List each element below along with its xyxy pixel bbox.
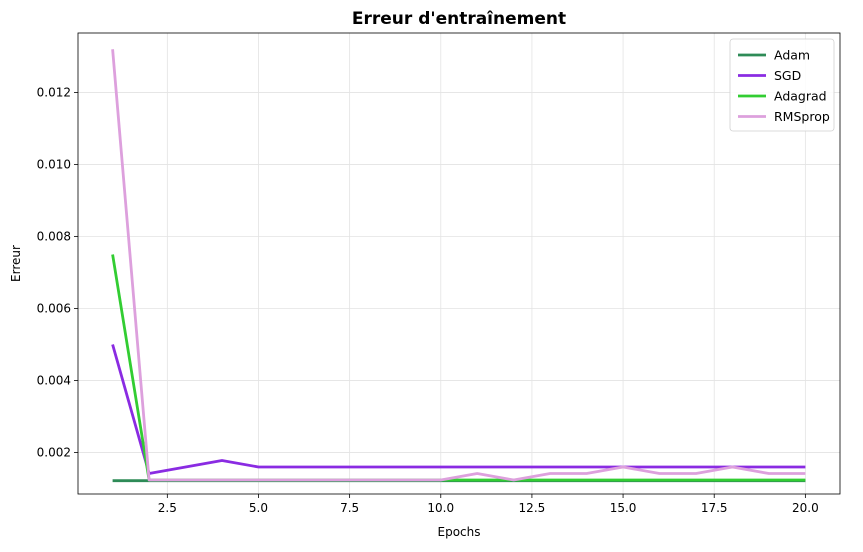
legend-label-rmsprop: RMSprop	[774, 109, 830, 124]
legend-label-adagrad: Adagrad	[774, 89, 827, 104]
x-tick-label: 15.0	[610, 501, 637, 515]
x-tick-label: 12.5	[519, 501, 546, 515]
x-tick-label: 20.0	[792, 501, 819, 515]
y-tick-label: 0.002	[37, 446, 71, 460]
y-tick-label: 0.004	[37, 374, 71, 388]
y-tick-label: 0.012	[37, 85, 71, 99]
series-line-sgd	[111, 344, 806, 475]
y-tick-label: 0.010	[37, 157, 71, 171]
x-tick-label: 5.0	[249, 501, 268, 515]
legend: Adam SGD Adagrad RMSprop	[729, 38, 835, 132]
x-tick-label: 7.5	[340, 501, 359, 515]
plot-frame	[77, 32, 841, 495]
ticks: 2.5 5.0 7.5 10.0 12.5 15.0 17.5 20.0 0.002 0.004 0…	[37, 85, 819, 515]
legend-box	[729, 38, 835, 132]
chart-title: Erreur d'entraînement	[352, 9, 566, 29]
series-lines	[111, 49, 806, 483]
x-tick-label: 10.0	[427, 501, 454, 515]
x-tick-label: 2.5	[158, 501, 177, 515]
y-axis-label: Erreur	[9, 245, 23, 282]
legend-label-sgd: SGD	[774, 68, 801, 83]
y-tick-label: 0.008	[37, 229, 71, 243]
series-line-rmsprop	[111, 49, 806, 482]
legend-label-adam: Adam	[774, 48, 810, 63]
x-tick-label: 17.5	[701, 501, 728, 515]
y-tick-label: 0.006	[37, 302, 71, 316]
x-axis-label: Epochs	[438, 525, 481, 539]
